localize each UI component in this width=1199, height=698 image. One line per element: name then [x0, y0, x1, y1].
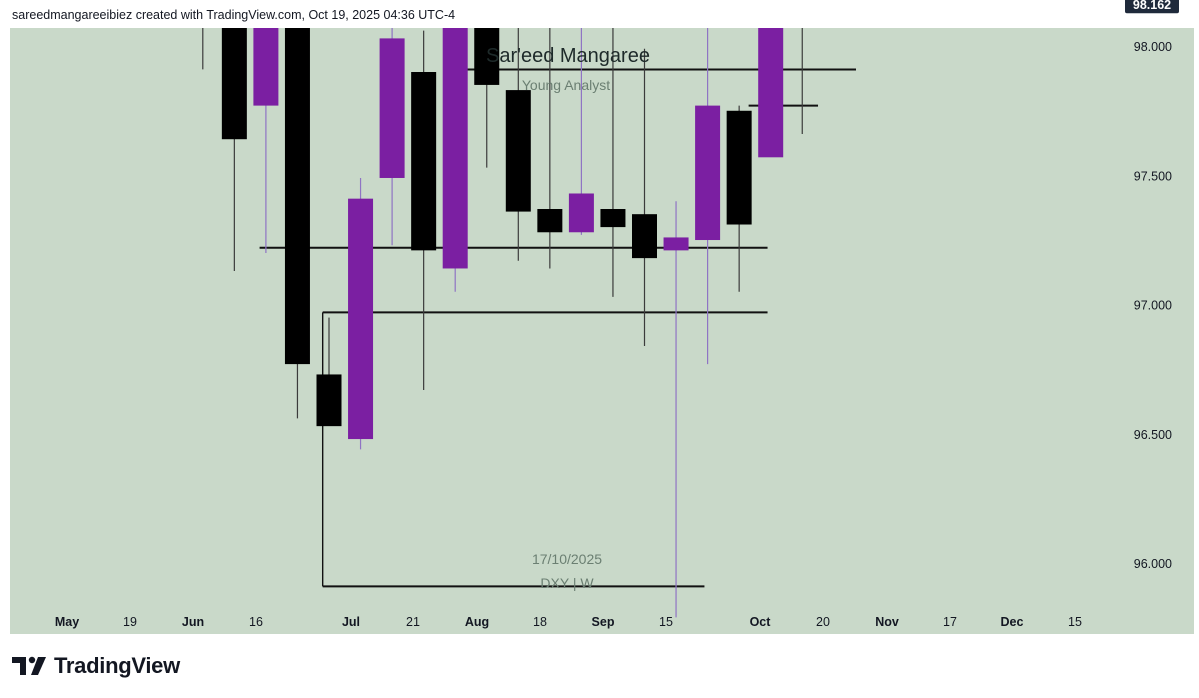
candle[interactable] — [726, 105, 752, 292]
x-tick-label: Oct — [750, 615, 772, 629]
candle-body-down — [411, 72, 437, 251]
x-tick-label: May — [55, 615, 79, 629]
candle[interactable] — [379, 0, 405, 246]
chart-date-annotation: 17/10/2025 — [532, 551, 602, 567]
candle-body-up — [663, 237, 689, 251]
x-tick-label: Jun — [182, 615, 204, 629]
candle-body-down — [537, 209, 563, 233]
x-tick-label: 20 — [816, 615, 830, 629]
current-price-tag-bg — [1125, 0, 1179, 14]
current-price-value: 98.162 — [1133, 0, 1171, 12]
y-tick-label: 96.000 — [1134, 557, 1172, 571]
y-tick-label: 98.000 — [1134, 40, 1172, 54]
x-tick-label: 19 — [123, 615, 137, 629]
candle-body-down — [790, 0, 815, 5]
candle-body-up — [758, 28, 784, 158]
candle[interactable] — [632, 48, 657, 347]
chart-attribution: sareedmangareeibiez created with Trading… — [12, 8, 456, 22]
candle[interactable] — [411, 30, 437, 390]
y-tick-label: 96.500 — [1134, 428, 1172, 442]
candle[interactable] — [663, 201, 689, 618]
x-tick-label: Dec — [1001, 615, 1024, 629]
candle-body-down — [474, 28, 500, 85]
candle[interactable] — [695, 0, 721, 365]
x-tick-label: 15 — [1068, 615, 1082, 629]
y-tick-label: 97.500 — [1134, 169, 1172, 183]
candle[interactable] — [537, 0, 563, 269]
price-axis-background — [1110, 28, 1194, 634]
candle-body-down — [316, 374, 342, 427]
x-tick-label: Sep — [592, 615, 615, 629]
candle[interactable] — [600, 0, 626, 297]
candle-body-down — [284, 28, 310, 365]
x-tick-label: 21 — [406, 615, 420, 629]
x-tick-label: 15 — [659, 615, 673, 629]
current-price-tag: 98.162 — [1125, 0, 1179, 14]
x-tick-label: Aug — [465, 615, 489, 629]
candle-body-down — [221, 28, 247, 140]
candle-body-up — [442, 28, 468, 269]
brand-name: TradingView — [54, 653, 180, 678]
candle-body-down — [600, 209, 626, 228]
candle[interactable] — [253, 0, 279, 253]
x-tick-label: 16 — [249, 615, 263, 629]
candle[interactable] — [316, 317, 342, 427]
candle-body-up — [568, 193, 594, 233]
candle-body-down — [632, 214, 657, 259]
candle[interactable] — [442, 0, 468, 292]
chart-subtitle: Young Analyst — [522, 77, 610, 93]
plot-background — [10, 28, 1110, 634]
x-tick-label: 18 — [533, 615, 547, 629]
candle-body-down — [505, 90, 531, 212]
candle[interactable] — [284, 0, 310, 419]
y-tick-label: 97.000 — [1134, 299, 1172, 313]
candle-body-up — [253, 28, 279, 106]
candle[interactable] — [758, 0, 784, 158]
candle[interactable] — [348, 177, 374, 450]
x-tick-label: Jul — [342, 615, 360, 629]
candle[interactable] — [221, 0, 247, 272]
candle[interactable] — [474, 0, 500, 168]
x-tick-label: 17 — [943, 615, 957, 629]
candle-body-up — [695, 105, 721, 241]
candle[interactable] — [790, 0, 815, 135]
chart-symbol-annotation: DXY | W — [540, 575, 594, 591]
tradingview-logo-icon — [12, 656, 46, 675]
candle-body-down — [726, 110, 752, 225]
x-tick-label: Nov — [875, 615, 899, 629]
candle-body-up — [348, 198, 374, 440]
chart-title: Sar'eed Mangaree — [486, 45, 650, 67]
candle[interactable] — [568, 0, 594, 235]
candle[interactable] — [505, 0, 531, 261]
candle-body-up — [379, 38, 405, 178]
tradingview-logo[interactable]: TradingView — [12, 653, 180, 679]
